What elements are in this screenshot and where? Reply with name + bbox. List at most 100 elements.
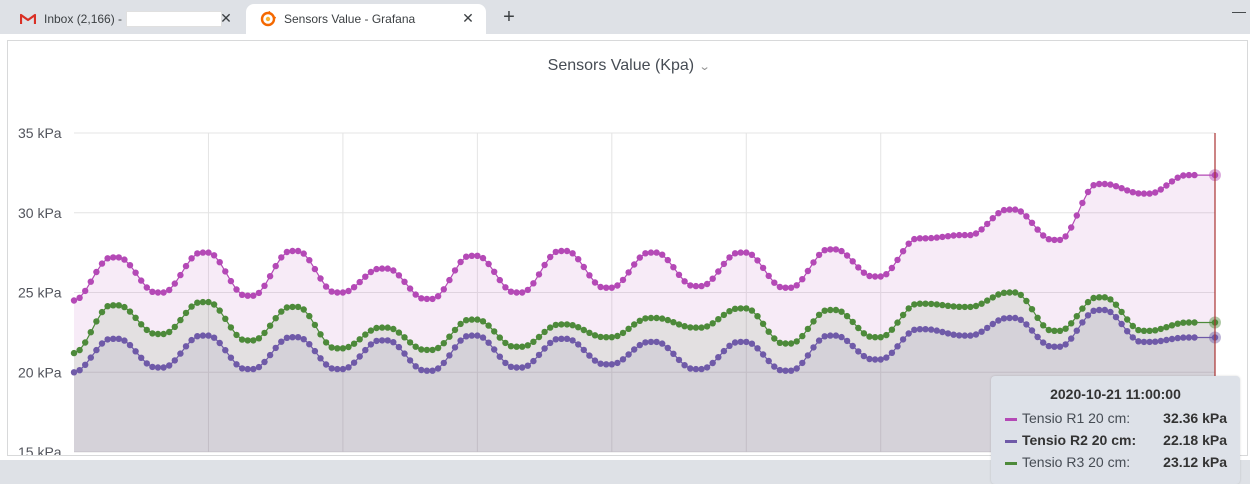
data-point <box>502 359 509 367</box>
legend-swatch-r3 <box>1005 462 1017 465</box>
data-point <box>1163 324 1170 331</box>
data-point <box>1096 180 1103 188</box>
panel-title[interactable]: Sensors Value (Kpa) ⌄ <box>8 57 1249 75</box>
data-point <box>244 292 251 299</box>
chevron-down-icon[interactable]: ⌄ <box>698 61 711 73</box>
data-point <box>670 319 677 326</box>
data-point <box>1068 224 1075 231</box>
data-point <box>300 250 307 257</box>
data-point <box>530 280 537 287</box>
tab-inbox[interactable]: Inbox (2,166) - ✕ <box>8 4 244 34</box>
data-point <box>631 261 638 268</box>
data-point <box>664 316 671 324</box>
data-point <box>849 342 856 350</box>
grafana-icon <box>260 11 276 27</box>
data-point <box>1146 338 1153 346</box>
data-point <box>883 331 890 339</box>
data-point <box>659 315 666 322</box>
data-point <box>390 267 397 274</box>
tab-inbox-close-icon[interactable]: ✕ <box>220 10 232 26</box>
data-point <box>446 276 453 284</box>
window-minimize-icon[interactable]: — <box>1232 3 1246 19</box>
data-point <box>132 314 139 321</box>
tab-grafana-close-icon[interactable]: ✕ <box>462 10 474 26</box>
data-point <box>603 361 610 368</box>
data-point <box>1124 187 1131 194</box>
data-point <box>194 299 201 306</box>
data-point <box>989 294 996 301</box>
data-point <box>1023 297 1030 305</box>
data-point <box>519 289 526 296</box>
data-point <box>182 309 190 317</box>
data-point <box>984 324 991 332</box>
data-point <box>322 339 330 346</box>
data-point <box>524 342 531 349</box>
data-point <box>1152 338 1159 345</box>
data-point <box>1000 315 1008 322</box>
data-point <box>782 284 789 291</box>
data-point <box>922 326 929 333</box>
series-area-1 <box>74 175 1215 452</box>
data-point <box>1045 342 1053 350</box>
data-point <box>709 359 716 367</box>
data-point <box>642 315 649 322</box>
data-point <box>524 362 531 369</box>
data-point <box>1191 319 1198 326</box>
data-point <box>519 364 526 371</box>
data-point <box>1084 298 1092 306</box>
tab-grafana[interactable]: Sensors Value - Grafana ✕ <box>246 4 486 34</box>
new-tab-icon[interactable]: + <box>503 6 515 28</box>
data-point <box>580 263 587 271</box>
data-point <box>283 334 291 341</box>
data-point <box>899 336 907 343</box>
data-point <box>261 358 268 366</box>
data-point <box>115 335 123 342</box>
chart-points <box>70 171 1219 376</box>
data-point <box>984 220 991 228</box>
data-point <box>250 292 257 299</box>
data-point <box>552 336 559 343</box>
data-point <box>429 295 436 303</box>
data-point <box>412 291 419 298</box>
data-point <box>199 332 207 339</box>
data-point <box>1157 337 1165 345</box>
data-point <box>636 254 643 261</box>
data-point <box>395 343 403 351</box>
data-point <box>625 269 632 276</box>
data-point <box>110 254 117 261</box>
data-point <box>395 272 403 279</box>
data-point <box>984 297 991 304</box>
data-point <box>1045 326 1053 334</box>
data-point <box>306 341 313 348</box>
data-point <box>401 350 408 357</box>
data-point <box>972 230 980 237</box>
data-point <box>961 332 968 339</box>
data-point <box>888 349 896 356</box>
data-point <box>1012 314 1019 322</box>
data-point <box>535 271 543 278</box>
data-point <box>793 338 800 345</box>
data-point <box>70 297 78 304</box>
data-point <box>210 252 218 259</box>
data-point <box>950 331 957 338</box>
data-point <box>350 359 358 366</box>
data-point <box>1191 334 1198 341</box>
data-point <box>93 318 100 325</box>
data-point <box>216 339 223 347</box>
data-point <box>418 346 425 353</box>
data-point <box>978 226 985 233</box>
data-point <box>166 362 173 369</box>
data-point <box>278 308 285 315</box>
data-point <box>771 363 778 370</box>
data-point <box>558 247 565 255</box>
data-point <box>266 322 274 329</box>
data-point <box>143 326 150 334</box>
data-point <box>1124 316 1131 323</box>
data-point <box>586 352 593 359</box>
data-point <box>748 251 756 258</box>
data-point <box>855 324 862 332</box>
data-point <box>272 315 279 322</box>
data-point <box>619 356 627 363</box>
data-point <box>703 364 711 371</box>
